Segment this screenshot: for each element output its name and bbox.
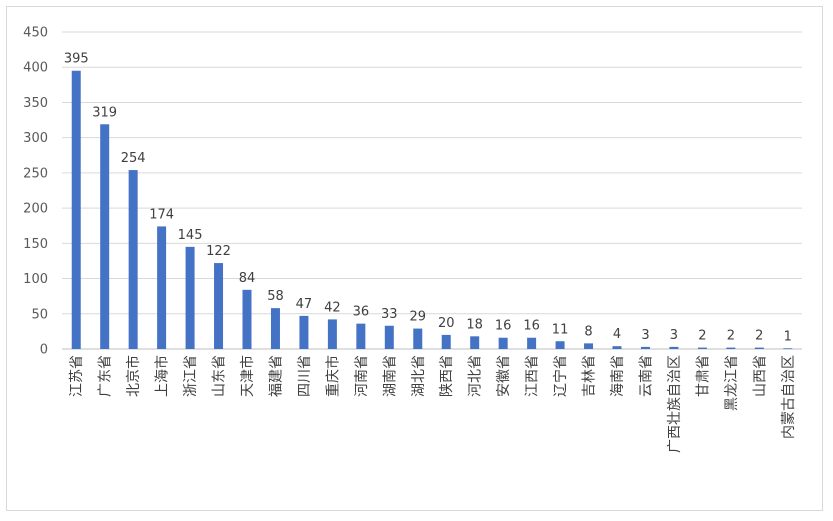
- bar: [270, 308, 280, 349]
- data-label: 4: [613, 327, 621, 342]
- data-label: 33: [381, 307, 398, 322]
- x-tick-label: 辽宁省: [552, 355, 569, 397]
- data-label: 254: [121, 151, 146, 166]
- x-tick-label: 江苏省: [69, 355, 85, 397]
- data-label: 319: [92, 105, 117, 120]
- bar: [754, 347, 764, 349]
- x-tick-label: 云南省: [638, 355, 654, 397]
- x-tick-label: 山西省: [752, 355, 768, 397]
- bar: [128, 170, 138, 349]
- y-tick-label: 50: [31, 307, 48, 322]
- data-label: 47: [296, 297, 313, 312]
- y-axis: 0 50 100 150 200 250 300 350 400 450: [23, 26, 48, 358]
- bar: [498, 337, 508, 349]
- data-label: 11: [552, 322, 569, 337]
- x-tick-label: 四川省: [297, 355, 313, 397]
- chart-frame: [6, 6, 823, 511]
- data-label: 1: [784, 329, 792, 344]
- x-tick-label: 黑龙江省: [724, 355, 740, 411]
- x-tick-label: 重庆市: [324, 355, 341, 397]
- y-tick-label: 200: [23, 202, 48, 217]
- x-tick-label: 天津市: [239, 355, 256, 397]
- x-tick-label: 湖北省: [411, 355, 427, 397]
- data-label: 29: [409, 310, 426, 325]
- data-label: 2: [698, 329, 706, 344]
- x-tick-label: 内蒙古自治区: [781, 355, 797, 439]
- data-label: 18: [466, 317, 483, 332]
- x-tick-label: 广东省: [98, 355, 114, 397]
- bar: [527, 337, 537, 349]
- data-label: 122: [206, 244, 231, 259]
- bar: [441, 334, 451, 349]
- bar: [612, 346, 622, 349]
- data-label: 16: [495, 319, 512, 334]
- data-label: 395: [64, 52, 89, 67]
- bar: [413, 328, 423, 349]
- x-tick-label: 上海市: [154, 355, 171, 397]
- data-label: 3: [670, 328, 678, 343]
- data-label: 42: [324, 300, 341, 315]
- bar: [584, 343, 594, 349]
- y-tick-label: 450: [23, 26, 48, 41]
- gridlines: [62, 31, 802, 350]
- bars: [71, 70, 793, 350]
- bar: [669, 346, 679, 349]
- bar: [71, 70, 81, 349]
- y-tick-label: 100: [23, 272, 48, 287]
- x-tick-label: 江西省: [525, 355, 541, 397]
- x-tick-label: 湖南省: [382, 355, 398, 397]
- x-tick-label: 吉林省: [582, 355, 598, 397]
- data-label: 8: [584, 324, 592, 339]
- x-tick-label: 浙江省: [183, 355, 199, 397]
- bar: [157, 226, 167, 349]
- bar: [185, 246, 195, 349]
- bar: [214, 263, 224, 349]
- x-tick-label: 甘肃省: [695, 355, 711, 397]
- x-tick-label: 广西壮族自治区: [667, 355, 683, 453]
- data-label: 174: [149, 207, 174, 222]
- bar: [470, 336, 480, 349]
- bar: [384, 325, 394, 349]
- bar: [697, 347, 707, 349]
- bar: [783, 348, 793, 350]
- x-tick-label: 海南省: [610, 355, 626, 397]
- y-tick-label: 250: [23, 166, 48, 181]
- data-label: 16: [523, 319, 540, 334]
- y-tick-label: 300: [23, 131, 48, 146]
- data-label: 84: [239, 271, 256, 286]
- x-tick-label: 河北省: [468, 355, 484, 397]
- x-tick-label: 安徽省: [496, 355, 512, 397]
- bar: [299, 315, 309, 349]
- x-tick-label: 河南省: [354, 355, 370, 397]
- data-label: 58: [267, 289, 284, 304]
- y-tick-label: 150: [23, 237, 48, 252]
- bar: [555, 341, 565, 349]
- x-tick-label: 北京市: [125, 355, 142, 397]
- x-tick-label: 福建省: [268, 355, 284, 397]
- y-tick-label: 350: [23, 96, 48, 111]
- x-tick-label: 山东省: [212, 355, 228, 397]
- data-label: 145: [178, 228, 203, 243]
- bar: [640, 346, 650, 349]
- bar: [726, 347, 736, 349]
- bar: [242, 289, 252, 349]
- data-label: 20: [438, 316, 455, 331]
- bar: [327, 319, 337, 349]
- bar: [100, 124, 110, 349]
- data-label: 2: [727, 329, 735, 344]
- data-label: 2: [755, 329, 763, 344]
- data-label: 36: [353, 305, 370, 320]
- x-tick-label: 陕西省: [439, 355, 455, 397]
- x-axis: 江苏省 广东省 北京市 上海市 浙江省 山东省 天津市 福建省 四川省 重庆市 河南省 湖南省 湖北省陕…: [69, 355, 797, 453]
- y-tick-label: 0: [40, 343, 48, 358]
- bar: [356, 323, 366, 349]
- y-tick-label: 400: [23, 61, 48, 76]
- data-label: 3: [641, 328, 649, 343]
